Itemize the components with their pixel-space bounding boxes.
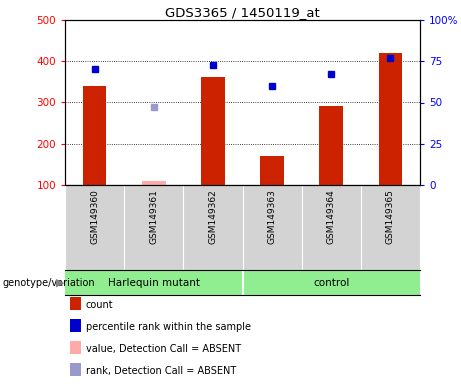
Bar: [201, 77, 225, 185]
Text: GSM149360: GSM149360: [90, 189, 99, 244]
Text: count: count: [86, 300, 113, 310]
Text: percentile rank within the sample: percentile rank within the sample: [86, 322, 251, 332]
Bar: [378, 53, 402, 185]
Bar: [319, 106, 343, 185]
Text: ▶: ▶: [56, 278, 64, 288]
Text: GSM149365: GSM149365: [386, 189, 395, 244]
Text: Harlequin mutant: Harlequin mutant: [108, 278, 200, 288]
Text: GSM149362: GSM149362: [208, 189, 218, 244]
Text: control: control: [313, 278, 349, 288]
Text: value, Detection Call = ABSENT: value, Detection Call = ABSENT: [86, 344, 241, 354]
Bar: [83, 86, 106, 185]
Title: GDS3365 / 1450119_at: GDS3365 / 1450119_at: [165, 6, 320, 19]
Text: GSM149361: GSM149361: [149, 189, 158, 244]
Text: genotype/variation: genotype/variation: [2, 278, 95, 288]
Bar: [142, 181, 165, 185]
Text: GSM149363: GSM149363: [267, 189, 277, 244]
Text: rank, Detection Call = ABSENT: rank, Detection Call = ABSENT: [86, 366, 236, 376]
Text: GSM149364: GSM149364: [327, 189, 336, 244]
Bar: [260, 156, 284, 185]
